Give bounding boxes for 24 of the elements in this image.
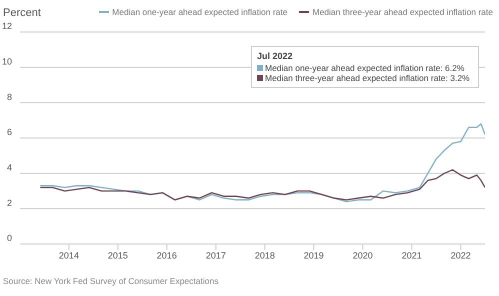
x-tick-label: 2020 — [352, 250, 373, 260]
y-tick-label: 12 — [2, 21, 12, 32]
y-tick-label: 0 — [6, 233, 12, 244]
y-axis-title: Percent — [3, 7, 41, 19]
source-note: Source: New York Fed Survey of Consumer Expectations — [3, 276, 218, 286]
x-tick-label: 2015 — [108, 250, 128, 260]
y-tick-label: 8 — [6, 92, 12, 102]
x-tick-label: 2014 — [58, 250, 79, 260]
x-tick-label: 2018 — [254, 250, 275, 260]
y-tick-label: 10 — [2, 56, 12, 67]
x-tick-label: 2016 — [156, 250, 177, 260]
y-tick-label: 4 — [6, 162, 12, 173]
y-tick-label: 2 — [6, 198, 12, 208]
legend-label: Median three-year ahead expected inflation rate — [311, 7, 493, 17]
x-tick-label: 2017 — [206, 250, 226, 260]
legend-label: Median one-year ahead expected inflation rate — [111, 7, 288, 17]
y-tick-label: 6 — [6, 127, 12, 138]
tooltip-box: Jul 2022 Median one-year ahead expected inflation rate: 6.2% Median three-year ahead expected inflation rate: 3.2% — [251, 46, 479, 88]
annotation: Median one-year ahead expected inflation rate: 6.2% — [264, 63, 466, 73]
x-tick-label: 2022 — [450, 250, 471, 260]
x-tick-label: 2021 — [402, 250, 422, 260]
x-tick-label: 2019 — [304, 250, 324, 260]
annotation: Median three-year ahead expected inflation rate: 3.2% — [264, 73, 471, 83]
annotation: Jul 2022 — [257, 51, 294, 61]
